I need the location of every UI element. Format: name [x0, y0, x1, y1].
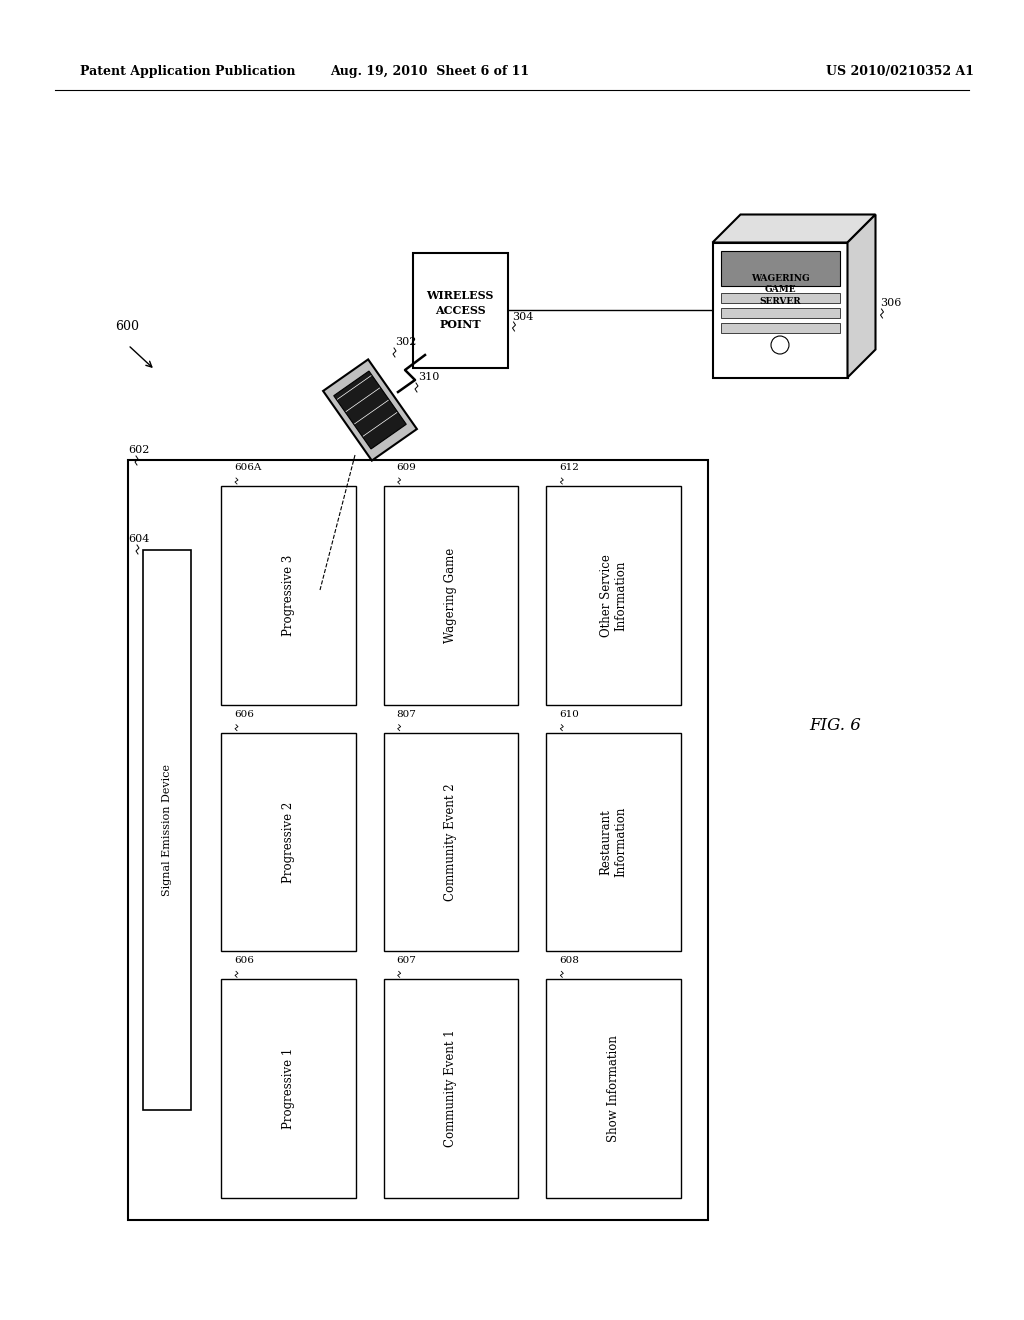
Text: 600: 600 — [115, 319, 139, 333]
Bar — [547, 979, 681, 1199]
Text: 610: 610 — [559, 710, 580, 718]
Text: 612: 612 — [559, 463, 580, 473]
Bar — [721, 251, 840, 285]
Bar — [547, 733, 681, 952]
Text: Community Event 2: Community Event 2 — [444, 783, 458, 900]
Text: Signal Emission Device: Signal Emission Device — [162, 764, 172, 896]
Bar — [128, 459, 708, 1220]
Circle shape — [771, 337, 790, 354]
Text: 310: 310 — [418, 372, 439, 381]
Text: WAGERING
GAME
SERVER: WAGERING GAME SERVER — [751, 275, 809, 306]
Text: Progressive 1: Progressive 1 — [282, 1048, 295, 1130]
Bar — [384, 733, 518, 952]
Text: 306: 306 — [881, 298, 902, 308]
Text: 304: 304 — [512, 312, 534, 322]
Text: Show Information: Show Information — [607, 1035, 621, 1142]
Text: WIRELESS
ACCESS
POINT: WIRELESS ACCESS POINT — [426, 290, 494, 330]
Bar — [547, 486, 681, 705]
Bar — [221, 733, 355, 952]
Bar — [143, 550, 191, 1110]
Text: 604: 604 — [128, 535, 150, 544]
Bar — [721, 308, 840, 318]
Text: 807: 807 — [396, 710, 417, 718]
Bar — [221, 979, 355, 1199]
Text: 302: 302 — [395, 337, 417, 347]
Text: Community Event 1: Community Event 1 — [444, 1030, 458, 1147]
Polygon shape — [848, 214, 876, 378]
Bar — [384, 979, 518, 1199]
Text: 609: 609 — [396, 463, 417, 473]
Polygon shape — [334, 371, 407, 449]
Text: 606: 606 — [234, 710, 254, 718]
Text: 608: 608 — [559, 956, 580, 965]
Bar — [413, 252, 508, 367]
Bar — [384, 486, 518, 705]
Text: FIG. 6: FIG. 6 — [809, 717, 861, 734]
Bar — [721, 293, 840, 302]
Text: 606: 606 — [234, 956, 254, 965]
Text: US 2010/0210352 A1: US 2010/0210352 A1 — [826, 66, 974, 78]
Text: Restaurant
Information: Restaurant Information — [600, 807, 628, 878]
Text: 602: 602 — [128, 445, 150, 455]
Text: Other Service
Information: Other Service Information — [600, 554, 628, 636]
Text: Wagering Game: Wagering Game — [444, 548, 458, 643]
Text: Progressive 3: Progressive 3 — [282, 554, 295, 636]
Text: 606A: 606A — [234, 463, 261, 473]
Text: Progressive 2: Progressive 2 — [282, 801, 295, 883]
Bar — [713, 243, 848, 378]
Text: 607: 607 — [396, 956, 417, 965]
Bar — [721, 322, 840, 333]
Bar — [221, 486, 355, 705]
Polygon shape — [324, 359, 417, 461]
Text: Aug. 19, 2010  Sheet 6 of 11: Aug. 19, 2010 Sheet 6 of 11 — [331, 66, 529, 78]
Text: Patent Application Publication: Patent Application Publication — [80, 66, 296, 78]
Polygon shape — [713, 214, 876, 243]
